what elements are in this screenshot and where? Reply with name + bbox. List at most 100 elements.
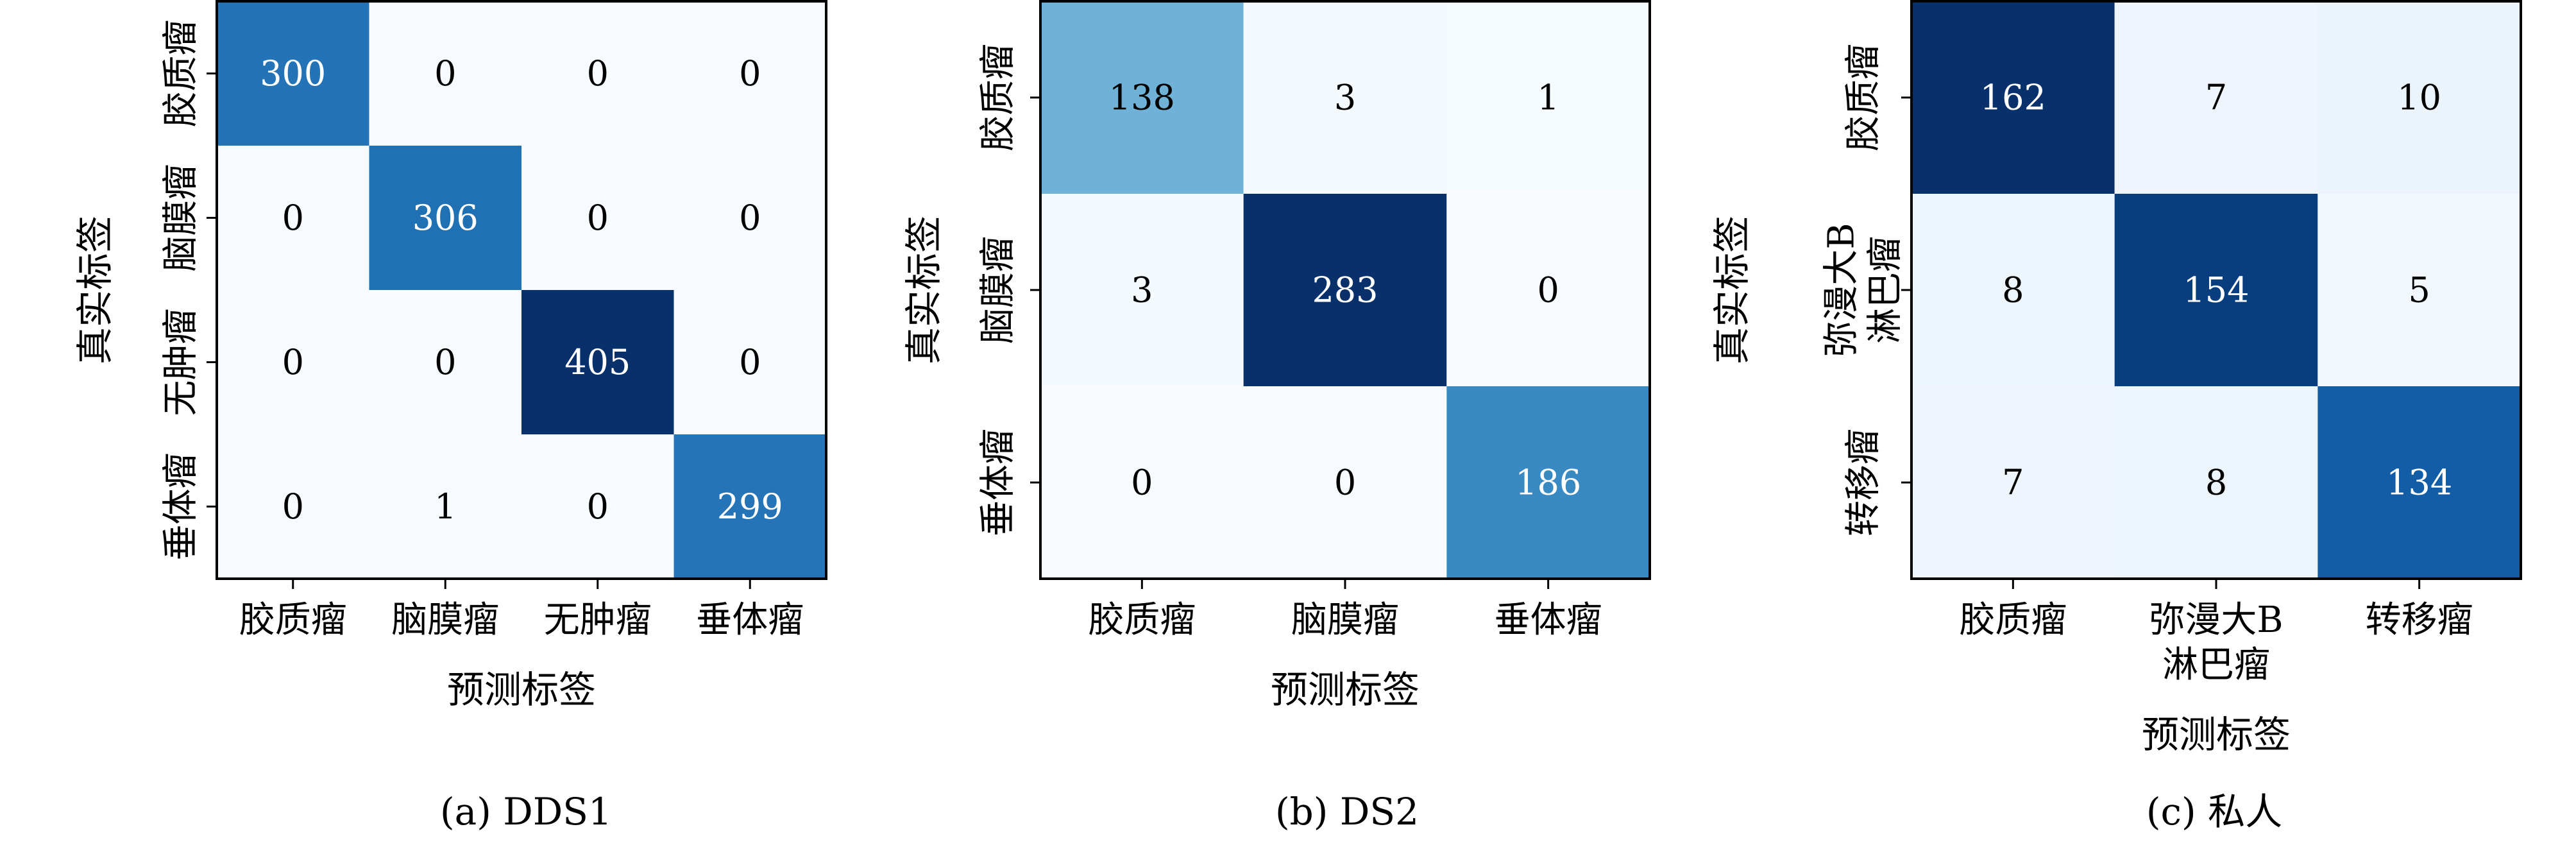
y-tick-label: 胶质瘤 [978,44,1019,151]
cell-value-label: 0 [739,53,761,94]
cell-value-label: 283 [1312,270,1378,311]
heatmap-cell [2318,1,2521,194]
panel-caption: (b) DS2 [1275,790,1419,833]
heatmap-cell [521,146,674,290]
x-tick-label: 胶质瘤 [1959,599,2067,641]
cell-value-label: 0 [434,342,456,382]
y-tick-label: 脑膜瘤 [160,164,202,272]
heatmap-cell [1911,386,2115,579]
cell-value-label: 0 [587,486,609,527]
heatmap-cell [1446,1,1650,194]
y-axis-title: 真实标签 [1710,216,1754,364]
heatmap-cell [674,434,826,579]
cell-value-label: 5 [2408,270,2430,311]
cell-value-label: 134 [2386,463,2452,503]
heatmap-cell [369,1,521,146]
heatmap-cell [1446,386,1650,579]
y-tick-label-line: 淋巴瘤 [1865,236,1906,344]
y-tick-label: 垂体瘤 [978,429,1019,536]
heatmap-cell [1243,1,1447,194]
cell-value-label: 0 [282,486,304,527]
cell-value-label: 138 [1109,78,1175,118]
panel-dds1: 300 0 0 00 306 0 00 0 405 00 1 0 299胶质瘤脑膜瘤无肿瘤垂体瘤胶质瘤脑… [73,0,827,833]
heatmap-cell [217,1,369,146]
y-tick-label-line: 转移瘤 [1843,429,1885,536]
cell-value-label: 0 [1537,270,1559,311]
cell-value-label: 1 [434,486,456,527]
y-axis-title: 真实标签 [73,216,117,364]
cell-value-label: 299 [717,486,783,527]
cell-value-label: 0 [587,53,609,94]
x-axis-title: 预测标签 [1271,668,1419,712]
x-axis-title: 预测标签 [447,668,596,712]
cell-value-label: 0 [739,198,761,238]
heatmap-cell [521,1,674,146]
cell-value-label: 0 [587,198,609,238]
x-tick-label: 无肿瘤 [544,599,652,641]
cell-value-label: 8 [2002,270,2024,311]
y-tick-label: 无肿瘤 [160,309,202,416]
heatmap-cell [369,146,521,290]
y-tick-label-line: 脑膜瘤 [978,236,1019,344]
cell-value-label: 186 [1515,463,1581,503]
cell-value-label: 7 [2205,78,2227,118]
heatmap-cell [2318,194,2521,386]
x-tick-label: 胶质瘤 [239,599,347,641]
heatmap-cell [674,1,826,146]
heatmap-cell [1040,1,1244,194]
heatmap-cell [521,434,674,579]
heatmap-cell [2114,1,2318,194]
cell-value-label: 0 [282,198,304,238]
heatmap-cell [674,146,826,290]
cell-value-label: 306 [412,198,479,238]
cell-value-label: 3 [1334,78,1356,118]
y-tick-label-line: 脑膜瘤 [160,164,202,272]
heatmap-cell [217,434,369,579]
y-tick-label: 垂体瘤 [160,453,202,561]
heatmap-cell [1040,194,1244,386]
cell-value-label: 0 [1131,463,1153,503]
y-tick-label: 脑膜瘤 [978,236,1019,344]
heatmap-cell [217,290,369,434]
cell-value-label: 8 [2205,463,2227,503]
y-tick-label: 转移瘤 [1843,429,1885,536]
y-tick-label: 胶质瘤 [160,20,202,128]
x-tick-label: 脑膜瘤 [391,599,499,641]
heatmap-cell [674,290,826,434]
y-tick-label-line: 胶质瘤 [1843,44,1885,151]
panel-caption: (a) DDS1 [440,790,612,833]
x-tick-label: 转移瘤 [2366,599,2473,641]
y-tick-label-line: 弥漫大B [1821,223,1863,357]
cell-value-label: 7 [2002,463,2024,503]
y-tick-label-line: 垂体瘤 [978,429,1019,536]
cell-value-label: 154 [2183,270,2249,311]
cell-value-label: 0 [282,342,304,382]
y-axis-title: 真实标签 [902,216,945,364]
y-tick-label: 弥漫大B 淋巴瘤 [1821,223,1906,357]
heatmap-cell [1040,386,1244,579]
heatmap-cell [2114,194,2318,386]
heatmap-cell [521,290,674,434]
heatmap-cell [1243,386,1447,579]
cell-value-label: 300 [260,53,326,94]
y-tick-label-line: 垂体瘤 [160,453,202,561]
cell-value-label: 10 [2397,78,2441,118]
y-tick-label-line: 无肿瘤 [160,309,202,416]
heatmap-cell [2318,386,2521,579]
heatmap-cell [369,434,521,579]
x-tick-label: 淋巴瘤 [2162,644,2270,686]
heatmap-cell [1446,194,1650,386]
y-tick-label-line: 胶质瘤 [160,20,202,128]
cell-value-label: 162 [1980,78,2046,118]
y-tick-label-line: 胶质瘤 [978,44,1019,151]
x-tick-label: 胶质瘤 [1088,599,1196,641]
heatmap-cell [369,290,521,434]
matrix-frame [216,0,827,580]
heatmap-cell [2114,386,2318,579]
panel-caption: (c) 私人 [2146,790,2282,833]
cell-value-label: 0 [1334,463,1356,503]
cell-value-label: 0 [739,342,761,382]
y-tick-label: 胶质瘤 [1843,44,1885,151]
